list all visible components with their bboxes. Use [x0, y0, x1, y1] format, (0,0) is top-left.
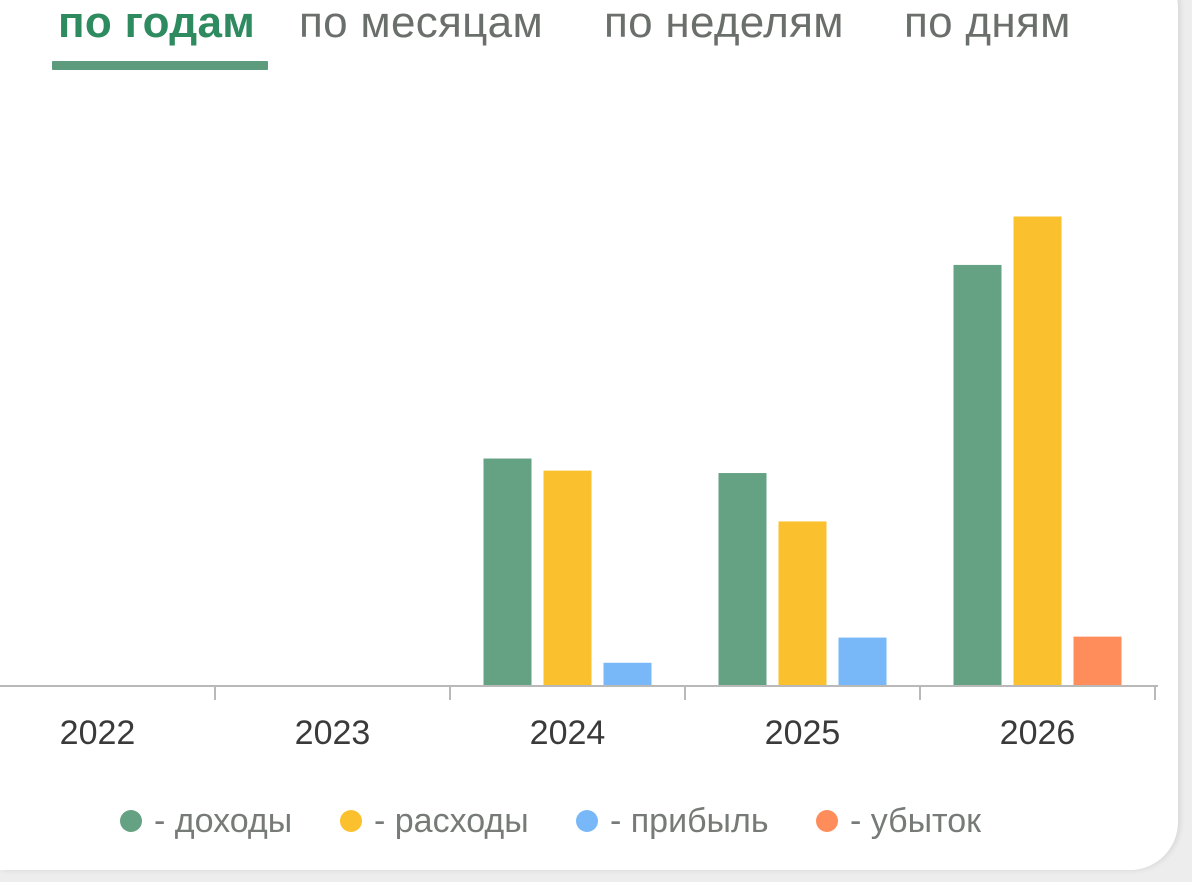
bar-loss-2026[interactable]	[1073, 636, 1122, 686]
x-tick-label-2025: 2025	[765, 714, 841, 752]
bar-expenses-2025[interactable]	[778, 521, 827, 686]
chart-legend: - доходы - расходы - прибыль - убыток	[0, 800, 1178, 844]
chart-card: по годам по месяцам по неделям по дням 2…	[0, 0, 1178, 870]
x-tick-label-2024: 2024	[530, 714, 606, 752]
bar-income-2026[interactable]	[953, 264, 1002, 686]
x-tick-label-2026: 2026	[1000, 714, 1076, 752]
bar-income-2024[interactable]	[483, 458, 532, 686]
legend-label-expenses: - расходы	[374, 802, 529, 840]
bar-profit-2025[interactable]	[838, 637, 887, 686]
bar-expenses-2026[interactable]	[1013, 216, 1062, 686]
x-tick-label-2022: 2022	[60, 714, 136, 752]
tab-by-years[interactable]: по годам	[58, 0, 256, 47]
period-tabs: по годам по месяцам по неделям по дням	[0, 0, 1178, 80]
legend-dot-expenses	[340, 810, 362, 832]
bars-layer	[483, 216, 1122, 686]
legend-label-loss: - убыток	[850, 802, 982, 840]
x-axis	[0, 685, 1158, 700]
legend-dot-income	[120, 810, 142, 832]
active-tab-indicator	[52, 61, 268, 70]
tab-by-weeks[interactable]: по неделям	[604, 0, 844, 47]
legend-dot-loss	[816, 810, 838, 832]
tab-by-months[interactable]: по месяцам	[299, 0, 543, 47]
bar-profit-2024[interactable]	[603, 662, 652, 686]
x-axis-labels: 2022 2023 2024 2025 2026	[60, 714, 1076, 752]
bar-expenses-2024[interactable]	[543, 470, 592, 686]
bar-income-2025[interactable]	[718, 473, 767, 686]
legend-label-income: - доходы	[154, 802, 293, 840]
tab-by-days[interactable]: по дням	[904, 0, 1071, 47]
legend-dot-profit	[576, 810, 598, 832]
bar-chart: 2022 2023 2024 2025 2026	[0, 216, 1158, 752]
legend-label-profit: - прибыль	[610, 802, 769, 840]
x-tick-label-2023: 2023	[295, 714, 371, 752]
